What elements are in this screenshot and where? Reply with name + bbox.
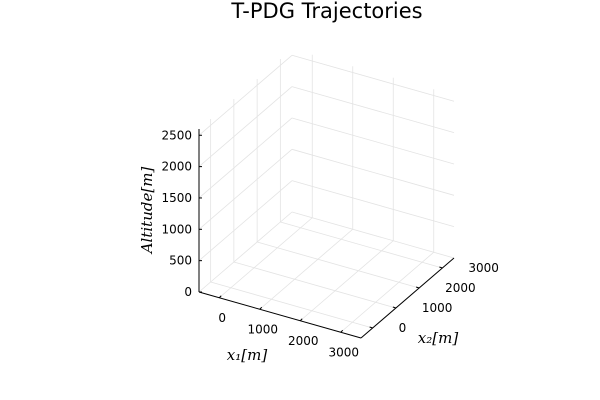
z-tick-label: 0 xyxy=(184,285,192,299)
grid-side-z xyxy=(198,211,293,293)
z-tick-label: 1500 xyxy=(161,191,192,205)
grid-floor-y xyxy=(280,221,443,269)
grid-floor-x xyxy=(218,217,313,299)
grid-back-z xyxy=(291,148,455,196)
grid-floor-y xyxy=(210,281,373,329)
grid-side-z xyxy=(198,54,293,136)
x-tick-label: 2000 xyxy=(288,334,319,348)
y-tick xyxy=(439,266,443,269)
x-axis-label: x₁[m] xyxy=(227,346,268,364)
y-axis-line xyxy=(360,257,455,339)
grid-lines xyxy=(198,54,455,333)
grid-back-z xyxy=(291,54,455,102)
x-tick xyxy=(299,318,303,322)
grid-back-z xyxy=(291,180,455,228)
y-tick-label: 0 xyxy=(399,321,407,335)
chart-title: T-PDG Trajectories xyxy=(230,0,422,23)
y-tick xyxy=(369,326,373,329)
z-tick-label: 2000 xyxy=(161,160,192,174)
z-tick-label: 2500 xyxy=(161,128,192,142)
x-tick-label: 3000 xyxy=(328,345,359,359)
y-tick-label: 1000 xyxy=(422,301,453,315)
z-tick-label: 500 xyxy=(169,254,192,268)
grid-back-z xyxy=(291,86,455,134)
axes xyxy=(198,129,455,339)
y-tick-label: 3000 xyxy=(468,261,499,275)
y-tick xyxy=(415,286,420,289)
grid-back-z xyxy=(291,117,455,165)
x-tick-label: 0 xyxy=(218,311,226,325)
x-tick xyxy=(259,306,263,310)
grid-side-z xyxy=(198,117,293,199)
z-tick-label: 1000 xyxy=(161,222,192,236)
grid-side-z xyxy=(198,149,293,230)
y-axis-label: x₂[m] xyxy=(418,329,459,347)
x-axis-line xyxy=(198,291,362,339)
grid-floor-x xyxy=(299,240,394,322)
x-tick xyxy=(218,295,222,299)
grid-floor-y xyxy=(233,261,396,309)
z-axis-label: Altitude[m] xyxy=(138,167,156,256)
grid-floor-x xyxy=(259,228,354,310)
grid-floor-x xyxy=(340,251,435,333)
x-tick-label: 1000 xyxy=(247,322,278,336)
grid-floor-y xyxy=(257,241,420,289)
grid-side-z xyxy=(198,180,293,261)
grid-side-z xyxy=(198,86,293,167)
tick-labels: 0 1000 2000 3000 0 1000 2000 3000 0 500 1000 1500 20… xyxy=(161,128,498,359)
y-tick xyxy=(392,306,397,309)
y-tick-label: 2000 xyxy=(445,281,476,295)
grid-back-z xyxy=(291,211,455,259)
x-tick xyxy=(340,329,344,333)
